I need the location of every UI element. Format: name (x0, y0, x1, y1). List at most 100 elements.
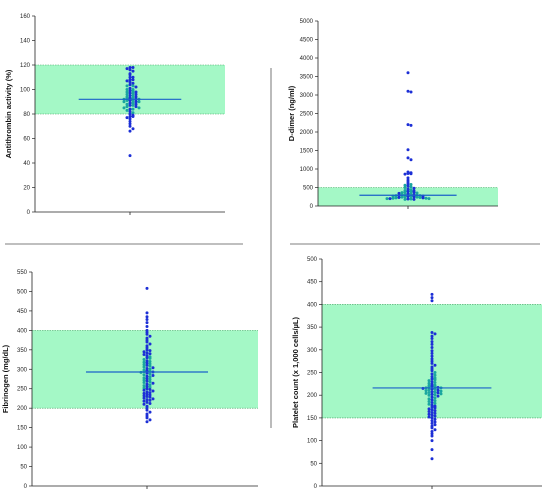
data-point-2-54 (394, 196, 398, 200)
data-point-1-15 (128, 83, 132, 87)
data-point-1-70 (131, 127, 135, 131)
data-point-2-2 (406, 89, 410, 93)
data-point-1-9 (131, 75, 135, 79)
data-point-1-30 (128, 94, 132, 98)
data-point-2-14 (406, 176, 410, 180)
data-point-3-47 (148, 372, 152, 376)
data-point-2-32 (400, 191, 404, 195)
data-point-4-61 (430, 398, 434, 402)
y-tick-label: 500 (307, 257, 318, 263)
y-tick-label: 3000 (300, 93, 314, 99)
data-point-3-28 (145, 359, 149, 363)
data-point-1-25 (134, 90, 138, 94)
y-tick-label: 550 (17, 270, 28, 276)
data-point-4-4 (430, 331, 434, 335)
y-tick-label: 2500 (300, 112, 314, 118)
data-point-3-53 (145, 377, 149, 381)
y-tick-label: 150 (17, 426, 28, 432)
y-tick-label: 80 (23, 112, 30, 118)
data-point-3-67 (148, 388, 152, 392)
y-tick-label: 0 (27, 210, 31, 216)
data-point-2-58 (388, 197, 392, 201)
data-point-3-76 (145, 395, 149, 399)
y-tick-label: 500 (303, 186, 314, 192)
data-point-2-23 (412, 186, 416, 190)
data-point-4-48 (430, 390, 434, 394)
data-point-1-50 (128, 103, 132, 107)
data-point-3-94 (145, 420, 149, 424)
data-point-4-46 (424, 389, 428, 393)
data-point-2-28 (406, 189, 410, 193)
data-point-3-64 (148, 385, 152, 389)
chart-panel-1: 0 20 40 60 80 100 120 140 160 Antithrombin activi… (4, 14, 225, 216)
data-point-3-81 (148, 398, 152, 402)
data-point-4-79 (433, 414, 437, 418)
data-point-1-45 (137, 100, 141, 104)
data-point-3-14 (148, 342, 152, 346)
data-point-3-78 (142, 396, 146, 400)
data-point-3-26 (148, 356, 152, 360)
data-point-4-64 (430, 400, 434, 404)
data-point-1-22 (128, 89, 132, 93)
data-point-4-63 (427, 400, 431, 404)
data-point-3-3 (145, 315, 149, 319)
data-point-4-58 (430, 395, 434, 399)
data-point-1-21 (125, 88, 129, 91)
data-point-2-7 (406, 156, 410, 160)
data-point-2-57 (424, 196, 428, 200)
data-point-3-51 (148, 375, 152, 379)
y-tick-label: 450 (307, 280, 318, 286)
data-point-4-7 (430, 336, 434, 340)
y-tick-label: 250 (17, 387, 28, 393)
data-point-4-55 (433, 393, 437, 397)
data-point-1-33 (134, 95, 138, 99)
y-tick-label: 4000 (300, 56, 314, 62)
data-point-2-12 (409, 172, 413, 176)
data-point-4-11 (430, 349, 434, 353)
data-point-1-18 (134, 85, 138, 89)
y-tick-label: 20 (23, 186, 30, 192)
data-point-4-28 (427, 379, 431, 383)
data-point-3-18 (148, 349, 152, 353)
data-point-1-31 (131, 94, 135, 98)
data-point-3-82 (142, 399, 146, 403)
data-point-3-37 (151, 366, 155, 370)
data-point-3-69 (151, 389, 155, 393)
data-point-1-27 (131, 91, 135, 95)
data-point-4-2 (430, 296, 434, 300)
data-point-1-61 (128, 112, 132, 116)
data-point-1-71 (128, 129, 132, 133)
data-point-1-44 (122, 100, 126, 104)
data-point-1-59 (128, 110, 132, 114)
data-point-3-56 (145, 379, 149, 383)
y-tick-label: 4500 (300, 38, 314, 44)
data-point-1-66 (128, 117, 132, 121)
data-point-2-49 (412, 195, 416, 199)
data-point-2-62 (409, 197, 413, 201)
data-point-2-21 (409, 185, 413, 189)
data-point-3-20 (145, 351, 149, 355)
data-point-3-79 (151, 397, 155, 401)
data-point-1-28 (125, 92, 129, 96)
data-point-3-72 (142, 391, 146, 395)
data-point-4-6 (430, 334, 434, 338)
data-point-1-68 (128, 122, 132, 126)
data-point-3-9 (145, 332, 149, 336)
data-point-3-2 (145, 311, 149, 315)
data-point-4-20 (430, 369, 434, 373)
data-point-1-17 (125, 84, 129, 88)
data-point-4-70 (433, 406, 437, 410)
data-point-4-49 (433, 390, 437, 394)
data-point-4-92 (430, 434, 434, 438)
data-point-3-34 (145, 363, 149, 367)
data-point-4-8 (430, 340, 434, 344)
data-point-2-13 (403, 172, 407, 176)
data-point-2-50 (400, 195, 404, 199)
y-tick-label: 150 (307, 416, 318, 422)
data-point-3-62 (142, 384, 146, 388)
data-point-4-78 (430, 413, 434, 417)
data-point-4-81 (430, 416, 434, 420)
data-point-4-45 (436, 388, 440, 392)
y-tick-label: 500 (17, 289, 28, 295)
